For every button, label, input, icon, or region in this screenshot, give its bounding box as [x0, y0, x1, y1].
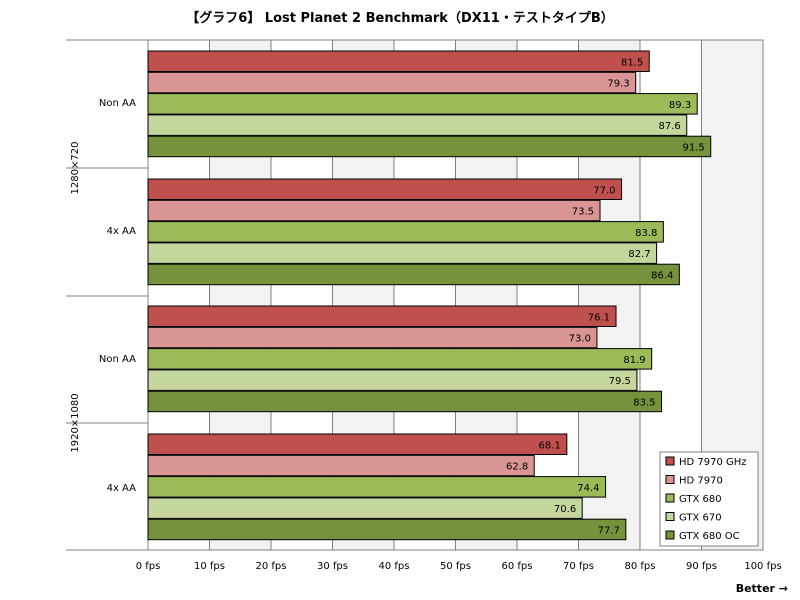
- bar-value-label: 76.1: [588, 312, 610, 323]
- bar-value-label: 62.8: [506, 462, 528, 473]
- legend-swatch: [665, 456, 675, 466]
- bar-value-label: 81.5: [621, 57, 643, 68]
- bar-value-label: 70.6: [554, 504, 576, 515]
- bar-value-label: 87.6: [658, 121, 680, 132]
- chart-title: 【グラフ6】 Lost Planet 2 Benchmark（DX11・テストタ…: [186, 10, 614, 26]
- bar: [147, 497, 583, 519]
- x-tick-label: 100 fps: [744, 561, 781, 572]
- x-tick-label: 30 fps: [317, 561, 348, 572]
- bar-value-label: 81.9: [623, 355, 645, 366]
- bar-value-label: 89.3: [669, 100, 691, 111]
- bar-value-label: 77.7: [598, 525, 620, 536]
- x-tick-label: 90 fps: [686, 561, 717, 572]
- bar: [147, 390, 663, 413]
- bar: [147, 348, 653, 370]
- legend-label: GTX 670: [679, 513, 722, 524]
- category-label: Non AA: [99, 98, 136, 109]
- bar: [147, 199, 601, 222]
- bar: [147, 476, 607, 498]
- legend-label: HD 7970: [679, 476, 723, 487]
- bar: [147, 326, 598, 349]
- bar-value-label: 77.0: [593, 185, 615, 196]
- category-label: Non AA: [99, 354, 136, 365]
- bar: [147, 433, 568, 455]
- legend-label: GTX 680 OC: [679, 531, 740, 542]
- category-label: 4x AA: [107, 483, 137, 494]
- bar-value-label: 82.7: [628, 249, 650, 260]
- bar: [147, 263, 680, 286]
- bar: [147, 50, 650, 72]
- legend-box: [659, 451, 759, 547]
- bar-value-label: 79.5: [609, 376, 631, 387]
- legend-swatch: [665, 530, 675, 540]
- legend-label: HD 7970 GHz: [679, 457, 747, 468]
- legend-swatch: [665, 512, 675, 521]
- bar-value-label: 86.4: [651, 270, 673, 281]
- legend-swatch: [665, 493, 675, 503]
- category-label: 4x AA: [107, 226, 137, 237]
- bar: [147, 242, 658, 264]
- bar: [147, 369, 638, 391]
- bar: [147, 454, 535, 477]
- bar: [147, 178, 623, 200]
- legend-label: GTX 680: [679, 494, 722, 505]
- bar: [147, 71, 637, 94]
- plot-border: [147, 39, 764, 551]
- x-tick-label: 10 fps: [194, 561, 225, 572]
- better-label: Better →: [736, 582, 788, 595]
- x-tick-label: 50 fps: [440, 561, 471, 572]
- x-tick-label: 70 fps: [563, 561, 594, 572]
- bar-value-label: 73.0: [569, 334, 591, 345]
- bar-value-label: 83.5: [633, 397, 655, 408]
- bar: [147, 305, 617, 327]
- x-tick-label: 80 fps: [625, 561, 656, 572]
- x-tick-label: 40 fps: [379, 561, 410, 572]
- resolution-label: 1920×1080: [70, 393, 81, 452]
- bar: [147, 221, 664, 243]
- bar: [147, 114, 688, 136]
- bar-value-label: 73.5: [572, 207, 594, 218]
- x-tick-label: 0 fps: [136, 561, 161, 572]
- legend-swatch: [665, 475, 675, 484]
- x-tick-label: 60 fps: [502, 561, 533, 572]
- x-tick-label: 20 fps: [256, 561, 287, 572]
- bar-value-label: 74.4: [577, 483, 599, 494]
- bar-value-label: 91.5: [682, 142, 704, 153]
- bar-value-label: 79.3: [607, 79, 629, 90]
- resolution-label: 1280×720: [70, 142, 81, 195]
- bar: [147, 93, 698, 115]
- bar-value-label: 83.8: [635, 228, 657, 239]
- bar-value-label: 68.1: [539, 440, 561, 451]
- bar: [147, 135, 712, 158]
- bar: [147, 518, 627, 541]
